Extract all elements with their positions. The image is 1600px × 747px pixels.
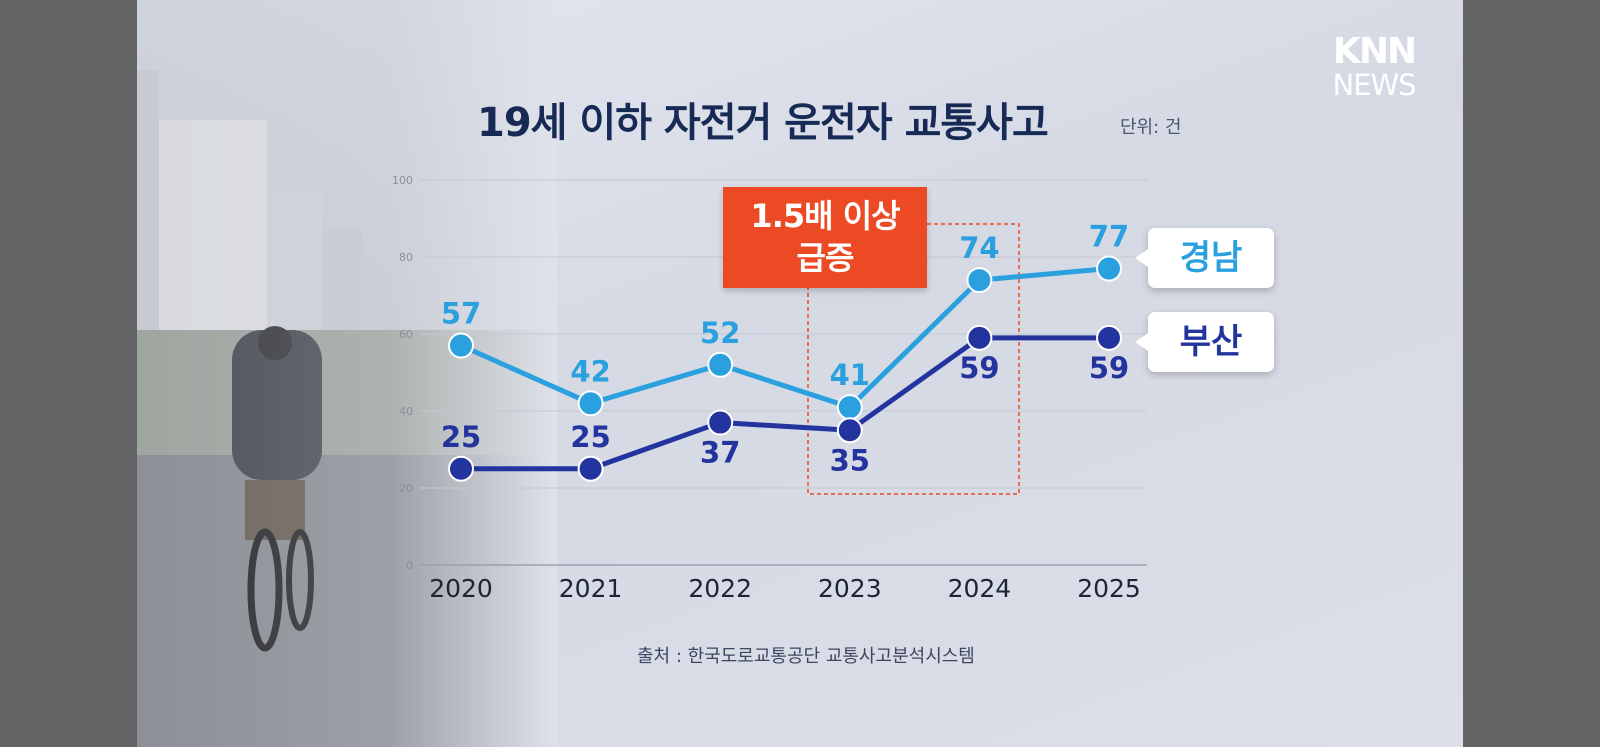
x-tick-label: 2020 bbox=[429, 574, 493, 603]
x-tick-label: 2023 bbox=[818, 574, 882, 603]
data-point bbox=[1096, 255, 1122, 282]
unit-label: 단위: 건 bbox=[1120, 117, 1182, 138]
x-tick-label: 2024 bbox=[948, 574, 1012, 603]
data-point bbox=[577, 390, 604, 417]
data-label: 74 bbox=[959, 231, 999, 265]
data-label: 25 bbox=[441, 420, 481, 454]
y-tick-label: 100 bbox=[392, 174, 413, 187]
data-point bbox=[836, 394, 863, 421]
data-point bbox=[836, 417, 863, 444]
series-line-gyeongnam bbox=[459, 266, 1110, 410]
callout-line2: 급증 bbox=[796, 239, 855, 277]
y-tick-label: 0 bbox=[406, 559, 413, 572]
data-label: 57 bbox=[441, 297, 481, 331]
source-note: 출처 : 한국도로교통공단 교통사고분석시스템 bbox=[637, 646, 975, 667]
data-label: 52 bbox=[700, 316, 740, 350]
logo-news-text: NEWS bbox=[1332, 68, 1416, 102]
chart-frame: 0 20 40 60 80 100 2020 2021 2022 2023 2024 2025 57… bbox=[137, 0, 1463, 747]
series-line-busan bbox=[461, 335, 1109, 472]
callout-box: 1.5배 이상 급증 bbox=[723, 187, 927, 288]
logo-knn-text: KNN bbox=[1332, 31, 1417, 72]
data-label: 59 bbox=[1089, 351, 1129, 385]
data-point bbox=[966, 324, 993, 351]
data-label: 42 bbox=[570, 354, 610, 388]
data-point bbox=[448, 455, 474, 482]
data-point bbox=[966, 267, 993, 294]
data-label: 59 bbox=[959, 351, 999, 385]
x-tick-label: 2025 bbox=[1077, 574, 1141, 603]
data-label: 77 bbox=[1089, 220, 1129, 254]
x-tick-label: 2021 bbox=[559, 574, 623, 603]
chart-title: 19세 이하 자전거 운전자 교통사고 bbox=[477, 100, 1049, 146]
data-label: 41 bbox=[830, 358, 870, 392]
data-label: 35 bbox=[830, 443, 870, 477]
callout-line1: 1.5배 이상 bbox=[750, 197, 900, 235]
y-tick-label: 40 bbox=[399, 405, 413, 418]
data-point bbox=[1096, 324, 1122, 351]
legend-tag-gyeongnam: 경남 bbox=[1135, 228, 1274, 288]
data-label: 37 bbox=[700, 436, 740, 470]
y-tick-label: 80 bbox=[399, 251, 413, 264]
y-tick-label: 60 bbox=[399, 328, 413, 341]
data-point bbox=[707, 351, 734, 378]
data-point bbox=[707, 409, 734, 436]
line-chart: 0 20 40 60 80 100 2020 2021 2022 2023 2024 2025 57… bbox=[392, 174, 1147, 603]
y-tick-label: 20 bbox=[399, 482, 413, 495]
data-label: 25 bbox=[570, 420, 610, 454]
knn-news-logo: KNN NEWS bbox=[1319, 31, 1429, 102]
cyclist-photo bbox=[137, 0, 557, 747]
legend-tag-busan: 부산 bbox=[1135, 312, 1274, 372]
x-tick-label: 2022 bbox=[688, 574, 752, 603]
data-point bbox=[577, 455, 604, 482]
data-point bbox=[448, 332, 474, 359]
